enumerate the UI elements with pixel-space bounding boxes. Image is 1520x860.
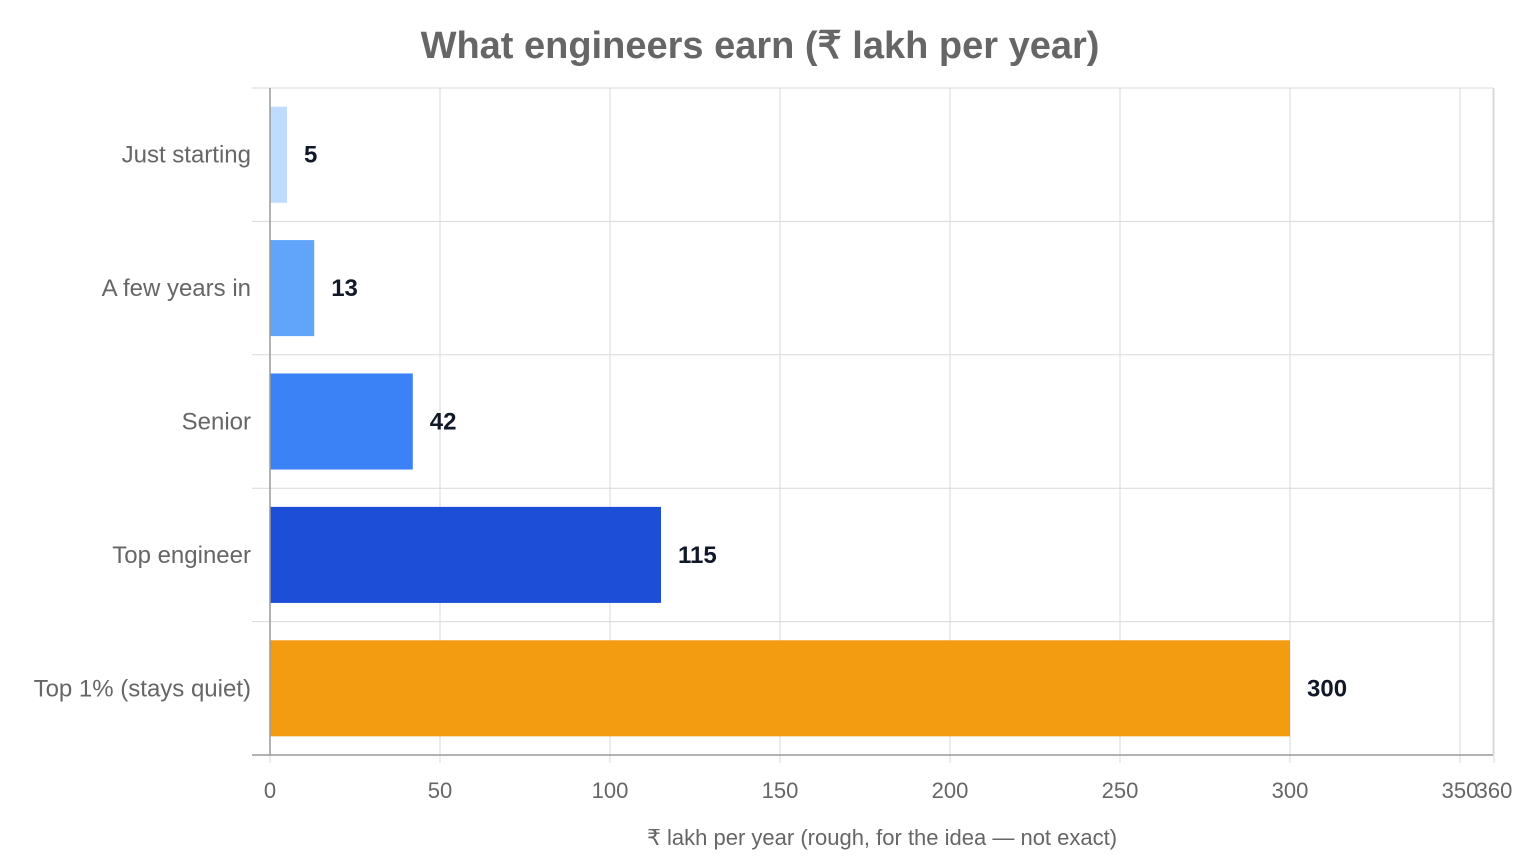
y-category-label: A few years in [102,275,251,302]
data-label: 115 [678,542,717,569]
x-tick-label: 0 [264,778,276,803]
x-tick-label: 50 [428,778,452,803]
bar [270,373,413,470]
y-category-label: Top engineer [112,542,251,569]
x-tick-label: 300 [1272,778,1309,803]
y-category-label: Senior [182,409,251,436]
y-category-label: Just starting [122,142,251,169]
x-tick-label: 360 [1476,778,1513,803]
bar [270,506,661,603]
x-tick-label: 150 [762,778,799,803]
data-label: 13 [331,275,358,302]
x-tick-label: 350 [1442,778,1479,803]
bars: 5 13 42 115 300 [270,106,1347,737]
data-label: 5 [304,142,317,169]
data-label: 42 [430,409,457,436]
x-axis-title: ₹ lakh per year (rough, for the idea — n… [647,825,1117,850]
gridlines [252,87,1495,763]
bar [270,106,287,203]
x-tick-label: 200 [932,778,969,803]
x-tick-label: 250 [1102,778,1139,803]
bar [270,640,1290,737]
chart-title: What engineers earn (₹ lakh per year) [421,25,1100,67]
data-label: 300 [1307,675,1347,702]
y-category-label: Top 1% (stays quiet) [34,675,251,702]
x-tick-label: 100 [592,778,629,803]
bar [270,240,315,337]
